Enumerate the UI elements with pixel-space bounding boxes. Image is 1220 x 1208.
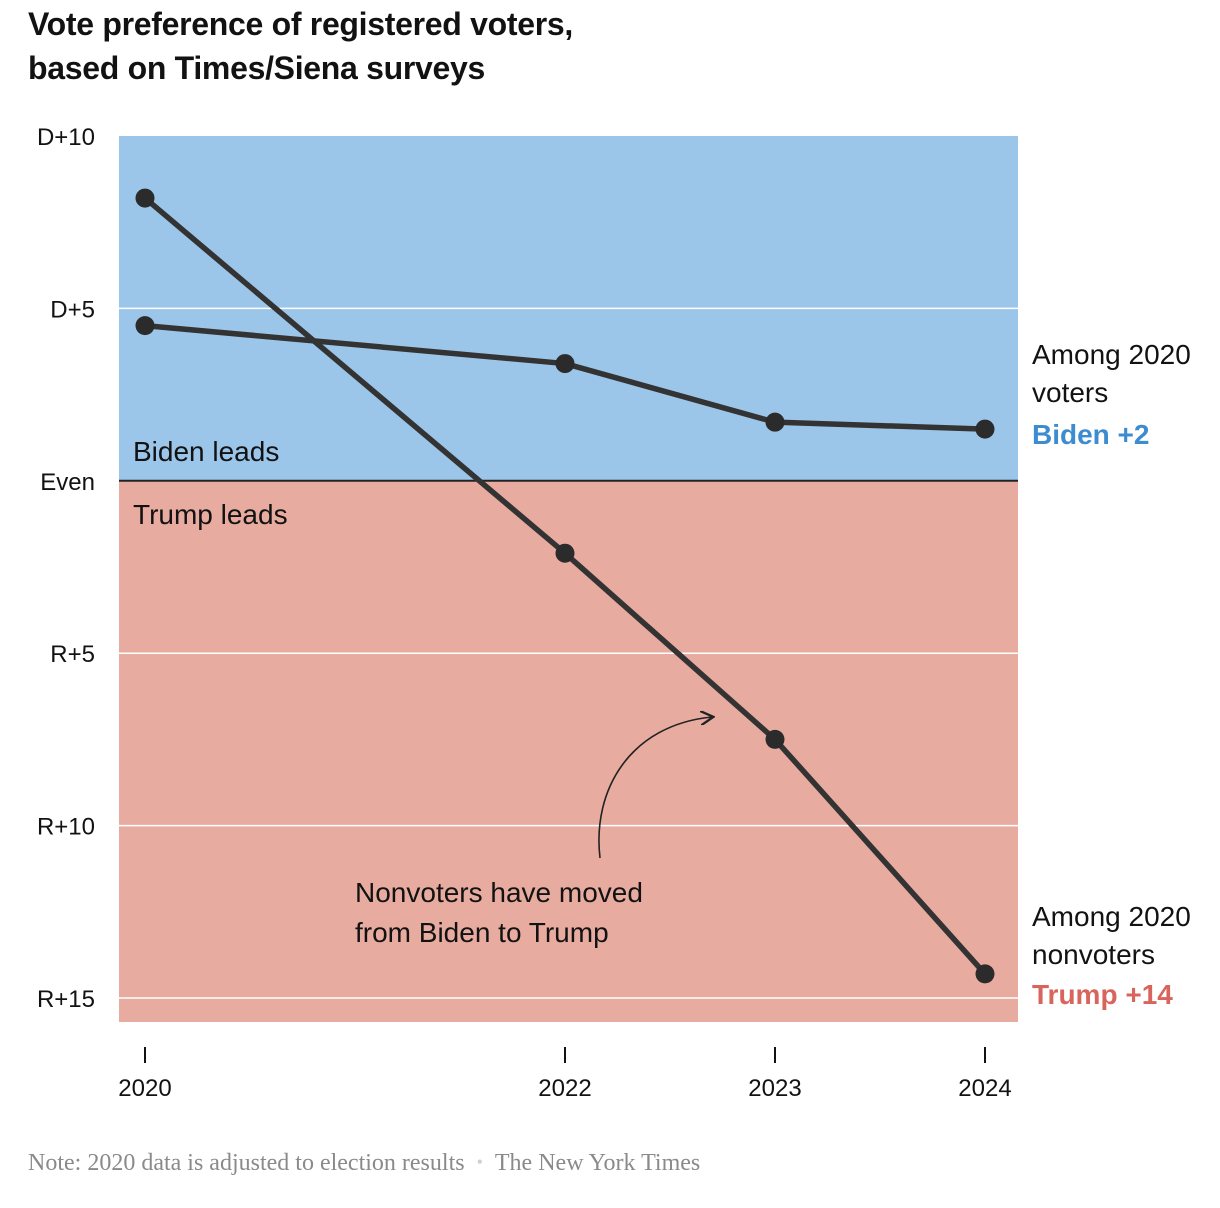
series-lines [135, 188, 995, 984]
series-label-nonvoters-line-1: Among 2020 [1032, 901, 1191, 932]
x-tick-label: 2020 [118, 1075, 171, 1102]
gridlines [119, 307, 1018, 999]
series-line-voters [142, 322, 988, 432]
x-tick-label: 2022 [538, 1075, 591, 1102]
chart-title-line-1: Vote preference of registered voters, [28, 6, 573, 42]
series-label-voters: Among 2020 voters Biden +2 [1032, 339, 1191, 450]
y-tick-label: D+10 [37, 124, 95, 151]
annotation-arrow [598, 717, 712, 859]
series-label-nonvoters-line-2: nonvoters [1032, 939, 1155, 970]
y-axis: D+10 D+5 Even R+5 R+10 R+15 [37, 124, 95, 1013]
annotation: Nonvoters have moved from Biden to Trump [355, 717, 712, 948]
series-final-label-trump: Trump +14 [1032, 979, 1173, 1010]
y-tick-label: R+5 [50, 641, 95, 668]
x-tick-label: 2024 [958, 1075, 1011, 1102]
y-tick-label: D+5 [50, 296, 95, 323]
data-point [555, 354, 575, 374]
annotation-line-1: Nonvoters have moved [355, 877, 643, 908]
chart-title-line-2: based on Times/Siena surveys [28, 50, 486, 86]
y-tick-label: Even [40, 469, 95, 496]
data-point [975, 964, 995, 984]
series-label-voters-line-2: voters [1032, 377, 1108, 408]
data-point [555, 543, 575, 563]
series-label-nonvoters: Among 2020 nonvoters Trump +14 [1032, 901, 1191, 1010]
region-label-biden-leads: Biden leads [133, 436, 279, 467]
series-line-nonvoters [142, 195, 988, 977]
y-tick-label: R+10 [37, 814, 95, 841]
x-tick-label: 2023 [748, 1075, 801, 1102]
region-trump [119, 480, 1018, 1022]
data-point [135, 188, 155, 208]
x-axis: 2020 2022 2023 2024 [118, 1047, 1012, 1102]
footnote-separator: • [476, 1152, 483, 1172]
data-point [765, 412, 785, 432]
data-point [135, 316, 155, 336]
series-final-label-biden: Biden +2 [1032, 419, 1149, 450]
series-label-voters-line-1: Among 2020 [1032, 339, 1191, 370]
data-point [975, 419, 995, 439]
footnote-source: The New York Times [494, 1150, 701, 1176]
annotation-line-2: from Biden to Trump [355, 917, 609, 948]
region-label-trump-leads: Trump leads [133, 499, 288, 530]
y-tick-label: R+15 [37, 986, 95, 1013]
footnote-note: Note: 2020 data is adjusted to election … [28, 1150, 465, 1176]
chart-title: Vote preference of registered voters, ba… [28, 2, 728, 90]
data-point [765, 729, 785, 749]
footnote: Note: 2020 data is adjusted to election … [28, 1150, 700, 1177]
